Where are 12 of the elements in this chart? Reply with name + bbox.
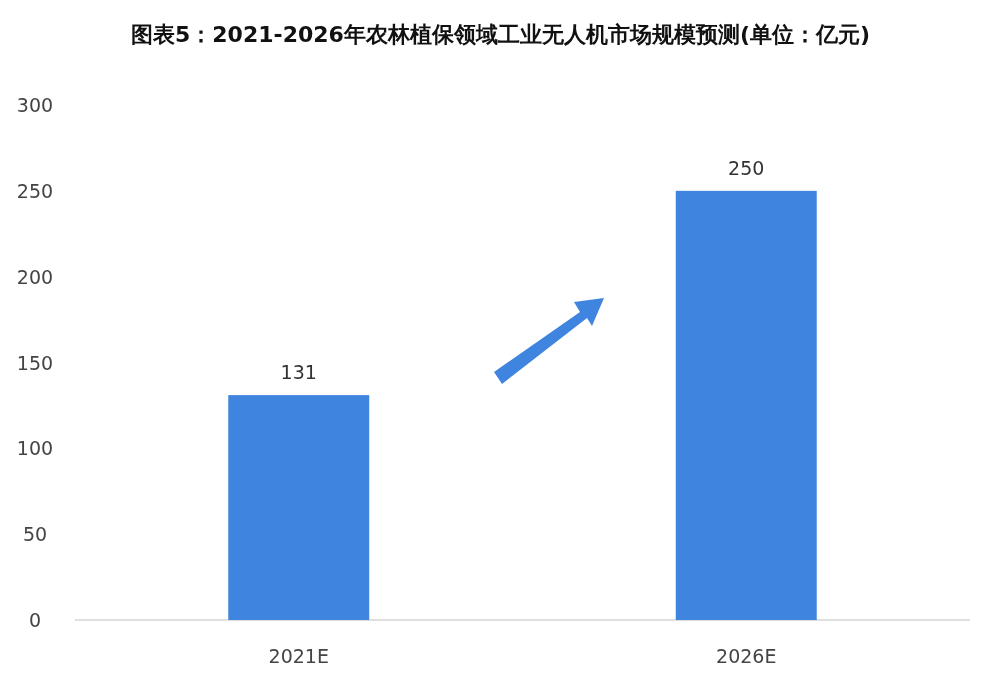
y-tick-label: 300 bbox=[16, 94, 54, 116]
y-tick-label: 250 bbox=[16, 179, 54, 202]
y-tick-label: 100 bbox=[16, 437, 54, 460]
x-tick-label: 2026E bbox=[716, 645, 777, 667]
y-tick-label: 200 bbox=[16, 265, 54, 288]
y-tick-label: 50 bbox=[22, 523, 48, 546]
data-label: 250 bbox=[728, 156, 765, 179]
y-tick-label: 0 bbox=[28, 609, 42, 631]
chart-title: 图表5：2021-2026年农林植保领域工业无人机市场规模预测(单位：亿元) bbox=[130, 22, 871, 47]
data-label: 131 bbox=[280, 361, 317, 384]
y-tick-label: 150 bbox=[16, 351, 54, 374]
x-tick-label: 2021E bbox=[268, 645, 329, 667]
